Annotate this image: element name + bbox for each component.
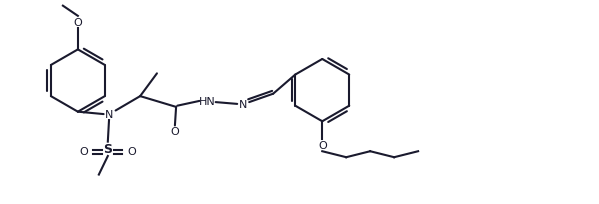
Text: O: O bbox=[171, 126, 179, 136]
Text: HN: HN bbox=[199, 96, 216, 106]
Text: O: O bbox=[128, 146, 136, 156]
Text: S: S bbox=[103, 143, 113, 156]
Text: N: N bbox=[239, 100, 247, 110]
Text: O: O bbox=[80, 146, 88, 156]
Text: O: O bbox=[318, 141, 326, 151]
Text: N: N bbox=[105, 110, 113, 120]
Text: O: O bbox=[74, 18, 82, 28]
